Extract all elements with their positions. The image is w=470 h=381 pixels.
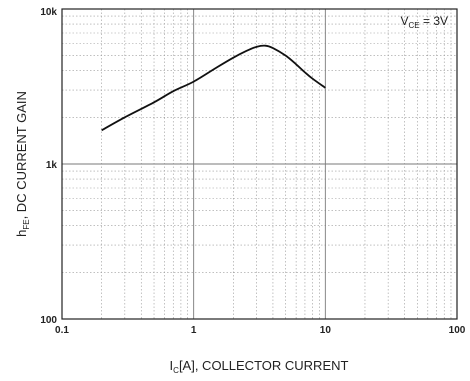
plot-frame (61, 8, 458, 320)
x-tick-label: 0.1 (55, 325, 69, 336)
x-axis-title: IC[A], COLLECTOR CURRENT (170, 358, 349, 375)
x-tick-label: 10 (320, 325, 332, 336)
y-axis-title: hFE, DC CURRENT GAIN (14, 91, 31, 237)
curve-layer (101, 44, 326, 132)
y-tick-label: 100 (40, 315, 57, 326)
tick-labels: 0.1 1 10 100 100 1k 10k (40, 7, 465, 336)
grid (61, 8, 458, 320)
y-tick-label: 1k (46, 160, 58, 171)
x-tick-label: 1 (191, 325, 197, 336)
y-tick-label: 10k (40, 7, 57, 18)
hfe-curve (101, 44, 326, 132)
x-tick-label: 100 (449, 325, 466, 336)
vce-annotation: VCE = 3V (401, 14, 449, 30)
